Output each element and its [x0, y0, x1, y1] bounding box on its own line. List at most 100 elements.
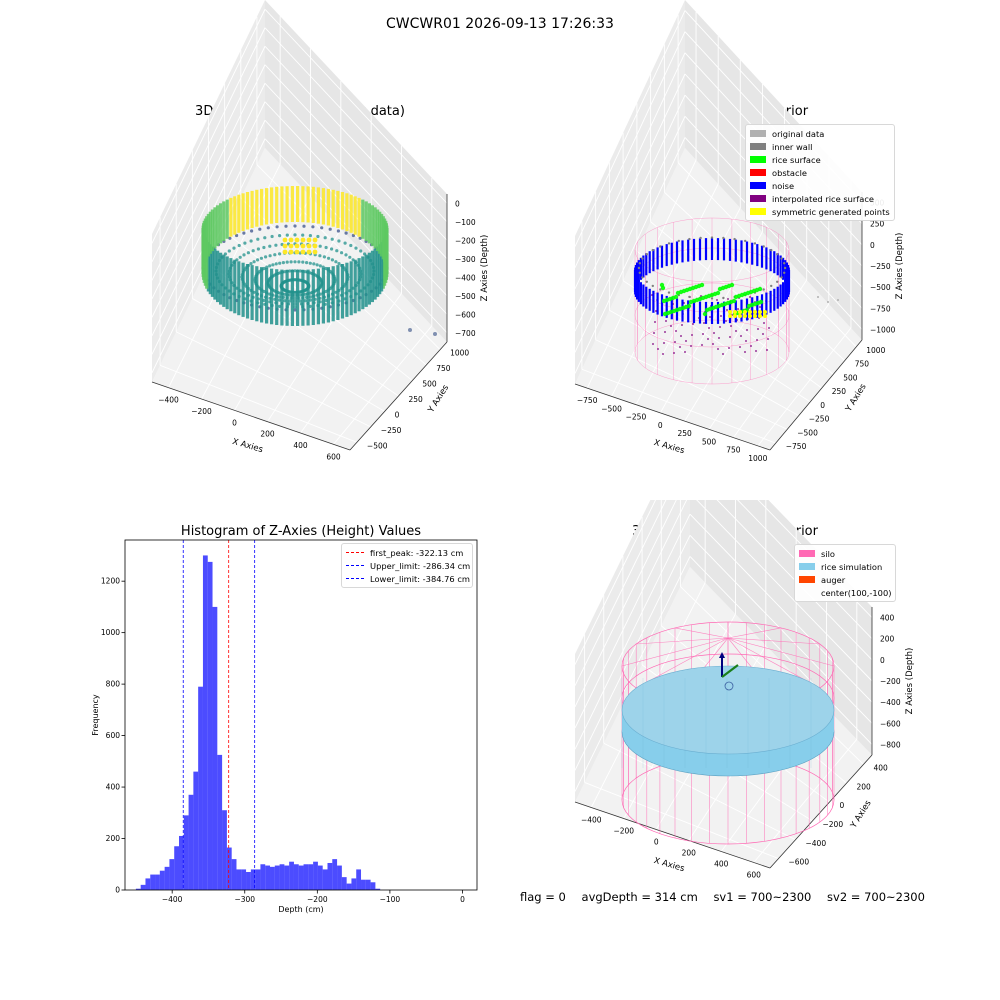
wall-point	[688, 295, 691, 299]
raw-point	[312, 237, 318, 243]
wall-point	[762, 245, 765, 248]
legend-item: symmetric generated points	[750, 205, 890, 218]
x-tick-label: −200	[307, 895, 328, 904]
y-tick-label: −250	[809, 415, 830, 424]
raw-point	[228, 236, 232, 240]
interp-point	[654, 321, 656, 323]
interp-point	[767, 338, 769, 340]
grid-z	[574, 137, 686, 374]
interp-point	[713, 332, 715, 334]
original-point	[827, 301, 829, 303]
interp-point	[726, 309, 728, 311]
grid-z	[151, 46, 266, 281]
interp-point	[679, 346, 681, 348]
legend-line	[346, 565, 364, 566]
avg-depth-text: avgDepth = 314 cm	[581, 890, 698, 904]
axis-lines	[574, 607, 873, 869]
histogram-bar	[140, 884, 146, 890]
legend-label: first_peak: -322.13 cm	[370, 547, 464, 558]
symmetric-point	[743, 310, 747, 314]
raw-point	[343, 241, 347, 245]
raw-point	[312, 262, 316, 266]
histogram-bar	[289, 861, 294, 890]
wall-point	[659, 288, 662, 291]
grid-z	[151, 64, 266, 299]
raw-point	[288, 269, 292, 273]
raw-point	[238, 255, 242, 259]
grid-z	[264, 138, 448, 334]
wall-point	[783, 271, 786, 274]
grid-x	[733, 303, 830, 438]
symmetric-point	[753, 310, 757, 314]
histogram-bar	[346, 883, 352, 890]
x-tick-label: 0	[232, 418, 237, 427]
legend-label: silo	[821, 548, 836, 559]
interp-point	[730, 325, 732, 327]
grid-z	[264, 8, 448, 204]
auger-arrow	[719, 652, 725, 658]
raw-point	[250, 229, 254, 233]
raw-point	[337, 239, 341, 243]
raw-point	[294, 237, 300, 243]
histogram-bar	[298, 865, 304, 890]
histogram-bar	[179, 835, 184, 890]
original-point	[837, 299, 839, 301]
legend-item: center(100,-100)	[799, 586, 891, 599]
histogram-bar	[303, 864, 309, 890]
y-tick-label: 500	[422, 380, 437, 389]
histogram-bar	[236, 869, 242, 890]
y-tick-label: 800	[106, 680, 121, 689]
interp-point	[691, 334, 693, 336]
raw-point	[274, 243, 278, 247]
interp-point	[664, 331, 666, 333]
raw-point	[278, 234, 282, 238]
interp-point	[725, 320, 727, 322]
histogram-bar	[341, 877, 347, 890]
raw-point	[330, 258, 334, 262]
raw-point	[264, 255, 268, 259]
y-axis-line	[769, 754, 873, 869]
y-tick-label: 500	[843, 373, 858, 382]
raw-point	[300, 249, 306, 255]
x-tick-label: 0	[460, 895, 465, 904]
legend-swatch	[799, 550, 815, 557]
y-tick-label: 0	[395, 410, 400, 419]
interp-point	[737, 308, 739, 310]
legend-label: auger	[821, 574, 846, 585]
interp-point	[749, 296, 751, 298]
histogram-bar	[337, 865, 342, 890]
interp-point	[652, 343, 654, 345]
interp-point	[759, 306, 761, 308]
sv2-text: sv2 = 700~2300	[827, 890, 925, 904]
raw-point	[278, 252, 282, 256]
y-tick-label: −750	[786, 442, 807, 451]
raw-point	[278, 261, 282, 265]
legend-item: first_peak: -322.13 cm	[346, 546, 468, 559]
interp-point	[727, 298, 729, 300]
wall-point	[645, 280, 648, 283]
raw-point	[293, 296, 297, 300]
y-tick-label: −200	[823, 820, 844, 829]
rice-point	[715, 290, 721, 296]
raw-point	[256, 247, 260, 251]
raw-point	[252, 260, 256, 264]
classify-points	[633, 217, 839, 385]
histogram-bar	[231, 859, 237, 890]
histogram-bar	[174, 846, 179, 890]
interp-point	[720, 315, 722, 317]
wall-point	[667, 291, 671, 294]
grid-y	[159, 364, 358, 443]
interp-point	[739, 346, 741, 348]
grid-y	[650, 221, 834, 375]
interp-point	[762, 333, 764, 335]
grid-y	[192, 298, 385, 412]
legend-label: original data	[772, 128, 825, 139]
wall-point	[744, 239, 747, 243]
histogram-bar	[279, 864, 285, 890]
symmetric-point	[733, 314, 737, 318]
silo-roof-wire	[674, 627, 729, 639]
grid-z	[264, 45, 448, 241]
interp-point	[707, 338, 709, 340]
wall-point	[753, 242, 757, 245]
raw-point	[358, 236, 362, 240]
